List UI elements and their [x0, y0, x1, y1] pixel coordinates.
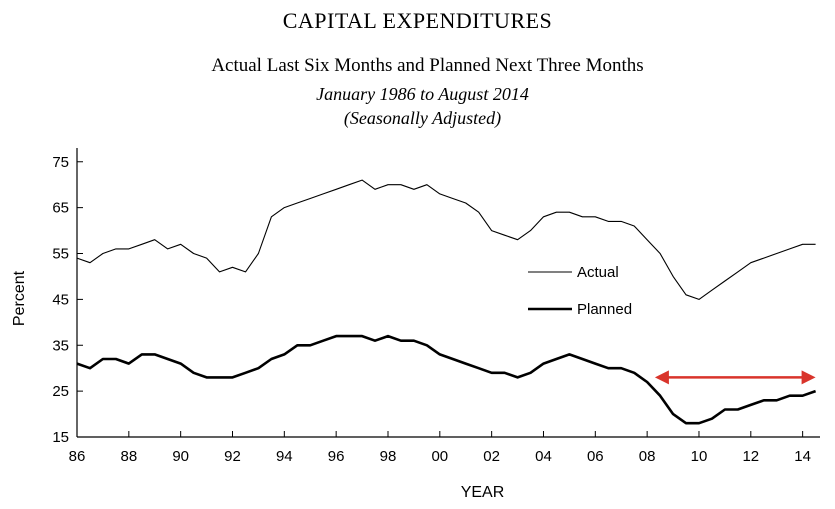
- x-tick-label: 96: [328, 448, 345, 465]
- x-tick-label: 06: [587, 448, 604, 465]
- x-tick-label: 98: [380, 448, 397, 465]
- series-line-planned: [76, 334, 817, 425]
- x-tick-label: 02: [483, 448, 500, 465]
- x-tick-label: 86: [69, 448, 86, 465]
- axes: 15 25 35 45 55 65 75 86 88 90 92 94 96 98 00 02 04 06 08 10…: [52, 148, 820, 465]
- series-layer: [76, 179, 817, 425]
- annotations: [654, 370, 816, 385]
- legend: Actual Planned: [528, 264, 632, 318]
- y-tick-label: 65: [52, 200, 69, 217]
- legend-label-actual: Actual: [577, 264, 619, 281]
- x-tick-label: 92: [224, 448, 241, 465]
- series-line-actual: [76, 179, 816, 300]
- x-tick-label: 14: [794, 448, 811, 465]
- y-tick-label: 15: [52, 429, 69, 446]
- y-tick-label: 75: [52, 154, 69, 171]
- y-axis-label: Percent: [11, 270, 28, 326]
- chart-title: CAPITAL EXPENDITURES: [282, 8, 553, 33]
- chart-subtitle: Actual Last Six Months and Planned Next …: [211, 55, 644, 76]
- x-tick-label: 08: [639, 448, 656, 465]
- x-tick-label: 88: [120, 448, 137, 465]
- chart-adjustment-note: (Seasonally Adjusted): [343, 108, 502, 128]
- legend-label-planned: Planned: [577, 301, 632, 318]
- x-tick-label: 00: [431, 448, 448, 465]
- x-tick-label: 90: [172, 448, 189, 465]
- series-planned: [76, 334, 817, 425]
- y-tick-label: 45: [52, 291, 69, 308]
- y-tick-label: 25: [52, 383, 69, 400]
- x-axis-label: YEAR: [461, 484, 505, 501]
- red-arrowhead-right: [801, 370, 816, 385]
- y-tick-label: 55: [52, 246, 69, 263]
- series-actual: [76, 179, 816, 300]
- x-tick-label: 04: [535, 448, 552, 465]
- y-tick-label: 35: [52, 337, 69, 354]
- chart-date-range: January 1986 to August 2014: [316, 84, 529, 104]
- x-tick-label: 12: [742, 448, 759, 465]
- x-tick-label: 94: [276, 448, 293, 465]
- x-tick-label: 10: [691, 448, 708, 465]
- red-arrowhead-left: [654, 370, 669, 385]
